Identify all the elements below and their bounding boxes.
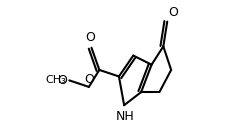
Text: CH₃: CH₃ (45, 75, 66, 85)
Text: O: O (84, 73, 93, 86)
Text: O: O (168, 6, 178, 19)
Text: O: O (85, 31, 95, 44)
Text: O: O (57, 74, 66, 87)
Text: NH: NH (115, 110, 134, 123)
